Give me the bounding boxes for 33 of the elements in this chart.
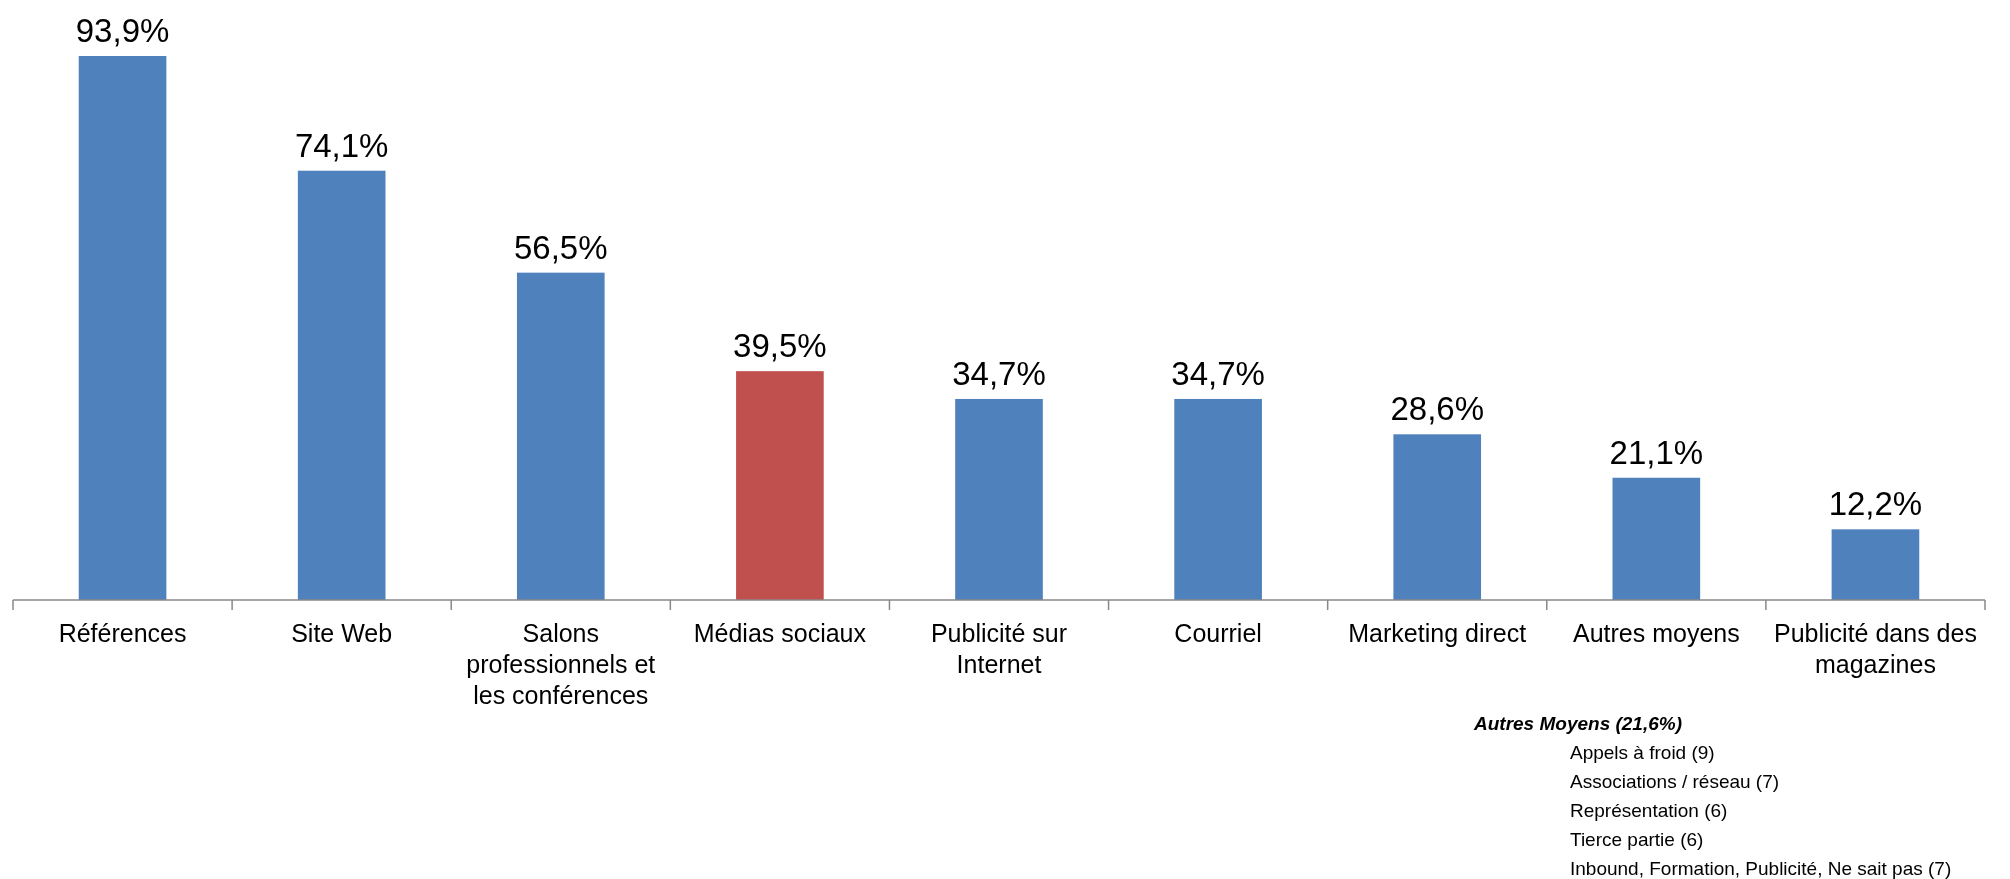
bar — [516, 272, 605, 600]
x-tick-label: Publicité sur Internet — [930, 619, 1068, 678]
x-tick-label: Site Web — [291, 619, 393, 647]
x-tick-label: Autres moyens — [1572, 619, 1740, 647]
x-tick-label: Marketing direct — [1348, 619, 1527, 647]
x-tick-label: Médias sociaux — [693, 619, 867, 647]
data-label: 21,1% — [1609, 433, 1704, 471]
bar — [1174, 398, 1262, 600]
bar — [78, 56, 167, 600]
data-label: 34,7% — [952, 354, 1046, 392]
data-label: 34,7% — [1171, 354, 1265, 392]
bar — [1393, 434, 1482, 600]
x-tick-label: Publicité dans des magazines — [1773, 619, 1977, 678]
text: Autres Moyens (21,6%) — [1473, 713, 1683, 734]
bar — [1831, 529, 1920, 600]
x-tick-label: Références — [58, 619, 187, 647]
bar — [736, 371, 824, 600]
bar — [955, 398, 1043, 600]
text: Tierce partie (6) — [1570, 829, 1704, 850]
data-label: 74,1% — [294, 126, 389, 164]
data-label: 28,6% — [1390, 390, 1485, 428]
data-label: 93,9% — [75, 12, 170, 49]
bar — [297, 170, 386, 600]
x-tick-label: Salons professionnels et les conférences — [466, 619, 656, 709]
bar — [1612, 477, 1701, 600]
text: Inbound, Formation, Publicité, Ne sait pas (7) — [1570, 858, 1952, 879]
data-label: 56,5% — [513, 228, 608, 266]
x-tick-label: Courriel — [1174, 619, 1262, 647]
data-label: 39,5% — [733, 327, 827, 365]
text: Associations / réseau (7) — [1570, 771, 1780, 792]
data-label: 12,2% — [1828, 485, 1923, 523]
text: Représentation (6) — [1570, 800, 1728, 821]
text: Appels à froid (9) — [1570, 742, 1715, 763]
